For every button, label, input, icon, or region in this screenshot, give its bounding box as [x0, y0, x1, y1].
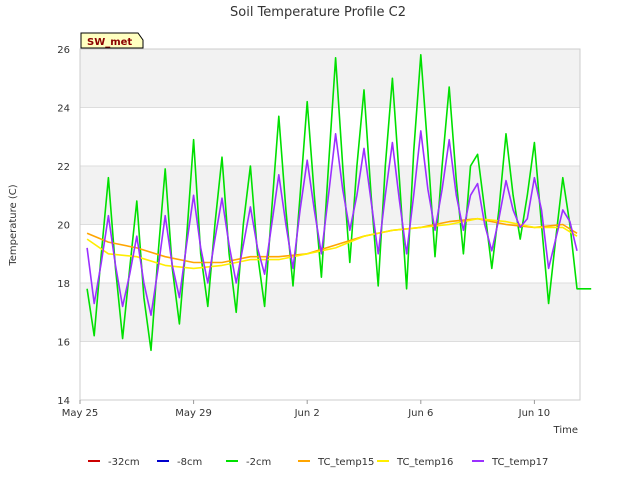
- y-tick-label: 22: [57, 162, 70, 173]
- legend-label: -32cm: [108, 457, 140, 468]
- legend: -32cm -8cm -2cm TC_temp15 TC_temp16 TC_temp17: [88, 457, 548, 468]
- series-line-tc-temp16: [86, 217, 578, 270]
- legend-label: TC_temp17: [491, 457, 548, 468]
- y-tick-label: 16: [57, 338, 70, 349]
- y-tick-label: 14: [57, 396, 70, 407]
- plot-border: [79, 48, 581, 401]
- series-lines: [86, 53, 592, 352]
- legend-label: TC_temp15: [317, 457, 374, 468]
- y-tick-label: 26: [57, 45, 70, 56]
- x-tick-label: Jun 6: [407, 408, 433, 419]
- x-axis: May 25 May 29 Jun 2 Jun 6 Jun 10: [62, 400, 550, 419]
- legend-label: TC_temp16: [396, 457, 453, 468]
- x-tick-label: Jun 2: [294, 408, 320, 419]
- series-line-tc-temp15: [86, 217, 578, 264]
- chart-title: Soil Temperature Profile C2: [230, 5, 406, 20]
- grid-band: [80, 49, 580, 108]
- x-axis-label: Time: [553, 425, 578, 436]
- series-line-tc-temp17: [86, 130, 578, 317]
- x-tick-label: May 29: [175, 408, 212, 419]
- y-axis: 14 16 18 20 22 24 26: [57, 45, 70, 407]
- grid-band: [80, 283, 580, 342]
- y-tick-label: 20: [57, 221, 70, 232]
- y-tick-label: 18: [57, 279, 70, 290]
- x-tick-label: Jun 10: [518, 408, 551, 419]
- x-tick-label: May 25: [62, 408, 99, 419]
- y-axis-label: Temperature (C): [8, 184, 19, 266]
- grid-band: [80, 166, 580, 225]
- legend-label: -8cm: [177, 457, 202, 468]
- y-tick-label: 24: [57, 104, 70, 115]
- station-badge: SW_met: [80, 32, 144, 49]
- station-badge-label: SW_met: [87, 37, 132, 48]
- legend-label: -2cm: [246, 457, 271, 468]
